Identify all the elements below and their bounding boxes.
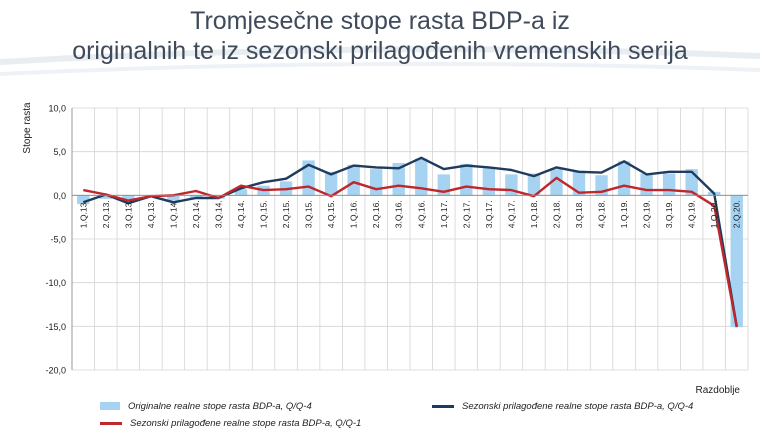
bar	[482, 168, 496, 196]
x-tick-label: 3.Q.15.	[304, 200, 314, 228]
legend-swatch-bars	[100, 402, 120, 411]
legend-label-sa-qq1: Sezonski prilagođene realne stope rasta …	[130, 418, 362, 429]
page-title: Tromjesečne stope rasta BDP-a iz origina…	[0, 6, 760, 66]
x-tick-label: 1.Q.15.	[259, 200, 269, 228]
bar	[415, 158, 428, 196]
x-tick-label: 2.Q.13.	[101, 200, 111, 228]
y-axis-label: Stope rasta	[22, 102, 33, 154]
y-tick-label: 0,0	[53, 191, 66, 201]
x-tick-label: 2.Q.16.	[371, 200, 381, 228]
bar	[617, 161, 631, 196]
x-tick-label: 1.Q.14.	[168, 200, 178, 228]
bar	[730, 195, 743, 328]
x-tick-label: 2.Q.15.	[281, 200, 291, 228]
bar	[167, 195, 180, 201]
axes: 10,0 5,0 0,0 -5,0 -10,0 -15,0 -20,0 1.Q.13. 2.Q.…	[45, 104, 748, 376]
x-tick-label: 4.Q.14.	[236, 200, 246, 228]
legend-swatch-sa-qq4	[432, 404, 454, 408]
grid-lines	[71, 107, 749, 371]
x-tick-label: 3.Q.17.	[484, 200, 494, 228]
bar	[460, 163, 473, 196]
legend-label-sa-qq4: Sezonski prilagođene realne stope rasta …	[462, 401, 694, 412]
bar	[370, 169, 383, 196]
x-tick-label: 1.Q.17.	[439, 200, 449, 228]
bar	[122, 195, 135, 202]
x-tick-label: 1.Q.18.	[529, 200, 539, 228]
legend-item-bars: Originalne realne stope rasta BDP-a, Q/Q…	[100, 401, 312, 412]
y-tick-label: -5,0	[50, 235, 66, 245]
y-tick-label: 5,0	[53, 147, 66, 157]
y-tick-label: 10,0	[48, 104, 66, 114]
bar	[572, 170, 586, 196]
bar	[347, 164, 360, 196]
line-series	[82, 156, 738, 328]
x-tick-label: 4.Q.18.	[597, 200, 607, 228]
x-tick-label: 4.Q.13.	[146, 200, 156, 228]
y-tick-label: -20,0	[45, 366, 66, 376]
x-tick-label: 3.Q.13.	[123, 200, 133, 228]
y-tick-label: -10,0	[45, 278, 66, 288]
x-tick-label: 2.Q.20.	[732, 200, 742, 228]
x-tick-label: 3.Q.19.	[664, 200, 674, 228]
bar	[550, 169, 563, 196]
x-tick-label: 1.Q.19.	[619, 200, 629, 228]
x-tick-label: 4.Q.17.	[506, 200, 516, 228]
bar	[662, 173, 676, 196]
line-sa-qq4	[82, 156, 738, 327]
x-tick-label: 3.Q.18.	[574, 200, 584, 228]
legend-item-sa-qq1: Sezonski prilagođene realne stope rasta …	[100, 418, 361, 429]
bar	[640, 173, 653, 196]
bar	[324, 171, 338, 196]
background-decoration	[0, 46, 760, 76]
bar	[527, 173, 541, 196]
legend-swatch-sa-qq1	[100, 421, 122, 425]
legend-label-bars: Originalne realne stope rasta BDP-a, Q/Q…	[128, 401, 312, 412]
x-tick-label: 2.Q.14.	[191, 200, 201, 228]
x-tick-label: 3.Q.14.	[213, 200, 223, 228]
x-tick-label: 1.Q.20.	[709, 200, 719, 228]
legend-item-sa-qq4: Sezonski prilagođene realne stope rasta …	[432, 401, 693, 412]
bar	[77, 195, 90, 205]
x-tick-label: 3.Q.16.	[394, 200, 404, 228]
x-tick-label: 4.Q.16.	[416, 200, 426, 228]
title-line-1: Tromjesečne stope rasta BDP-a iz	[190, 7, 570, 35]
x-tick-label: 4.Q.15.	[326, 200, 336, 228]
line-sa-qq1	[83, 176, 738, 328]
bar	[99, 195, 112, 199]
x-tick-label: 1.Q.16.	[349, 200, 359, 228]
x-tick-label: 1.Q.13.	[78, 200, 88, 228]
x-tick-label: 4.Q.19.	[687, 200, 697, 228]
y-tick-label: -15,0	[45, 322, 66, 332]
x-tick-label: 2.Q.17.	[461, 200, 471, 228]
bar	[234, 189, 248, 196]
x-axis-label: Razdoblje	[696, 385, 741, 396]
title-line-2: originalnih te iz sezonski prilagođenih …	[72, 37, 688, 65]
x-tick-label: 2.Q.19.	[642, 200, 652, 228]
x-tick-label: 2.Q.18.	[551, 200, 561, 228]
